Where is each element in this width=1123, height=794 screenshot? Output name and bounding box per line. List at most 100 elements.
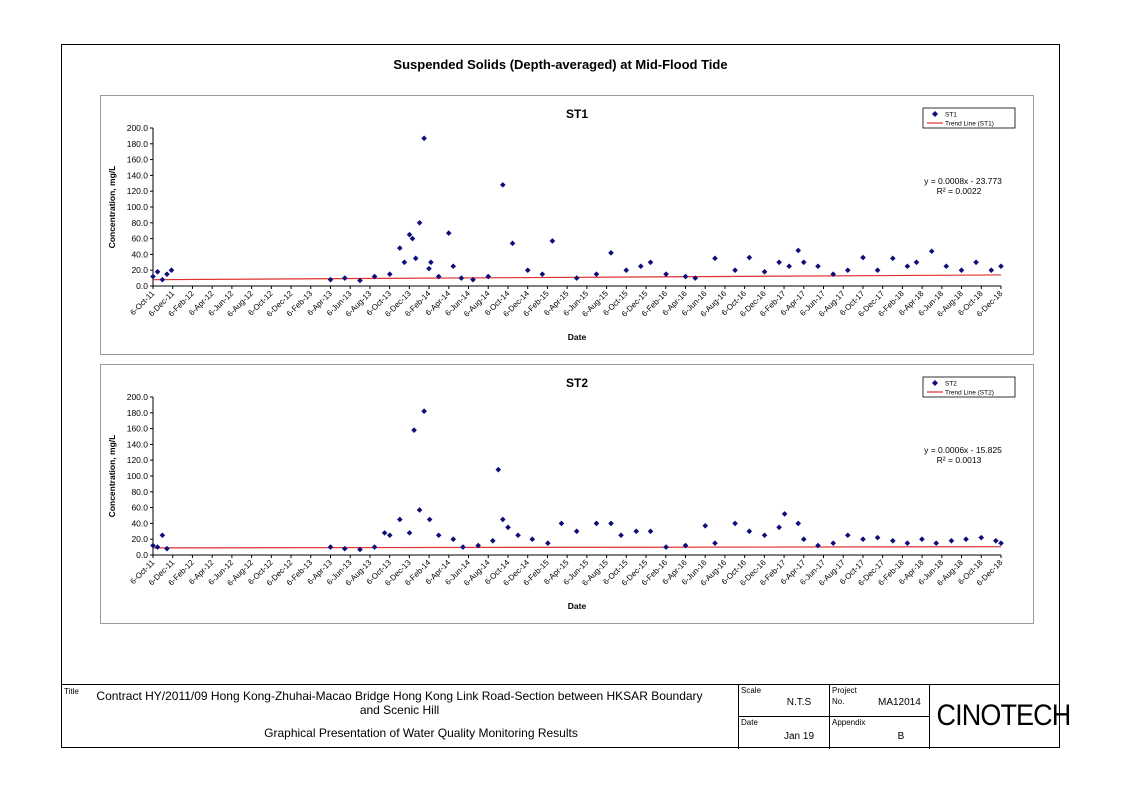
data-point <box>815 542 821 549</box>
data-point <box>371 273 378 280</box>
data-point <box>327 544 334 550</box>
data-point <box>573 275 580 281</box>
data-point <box>164 545 170 552</box>
data-point <box>341 545 348 552</box>
y-tick-label: 140.0 <box>127 170 149 180</box>
data-point <box>460 544 466 550</box>
data-point <box>558 520 565 527</box>
data-point <box>397 516 403 523</box>
y-axis-label: Concentration, mg/L <box>107 166 117 249</box>
data-point <box>164 271 170 277</box>
data-point <box>973 259 979 266</box>
y-tick-label: 120.0 <box>127 186 149 196</box>
data-point <box>505 524 511 531</box>
appendix-label: Appendix <box>832 718 866 727</box>
y-tick-label: 20.0 <box>131 534 148 544</box>
chart-title: ST2 <box>566 376 588 390</box>
appendix-value: B <box>897 731 905 742</box>
data-point <box>539 271 546 277</box>
data-point <box>489 537 496 544</box>
data-point <box>150 273 156 280</box>
data-point <box>647 259 654 266</box>
data-point <box>963 536 969 542</box>
appendix-cell: Appendix B <box>829 717 929 749</box>
data-point <box>904 540 911 546</box>
project-value: MA12014 <box>878 697 921 708</box>
data-point <box>381 530 388 536</box>
data-point <box>913 259 920 266</box>
logo-cell: CINOTECH <box>929 685 1072 749</box>
data-point <box>663 271 669 277</box>
y-tick-label: 80.0 <box>131 218 148 228</box>
contract-title-line2: and Scenic Hill <box>359 703 440 717</box>
project-label: Project <box>832 686 857 695</box>
data-point <box>401 259 408 266</box>
project-cell: Project No. MA12014 <box>829 685 929 717</box>
cinotech-logo: CINOTECH <box>936 699 1072 732</box>
contract-title-line1: Contract HY/2011/09 Hong Kong-Zhuhai-Mac… <box>96 689 703 703</box>
data-point <box>416 507 423 513</box>
y-tick-label: 100.0 <box>127 202 149 212</box>
data-point <box>815 263 821 270</box>
data-point <box>795 247 802 254</box>
data-point <box>998 263 1004 270</box>
data-point <box>874 267 881 273</box>
legend-label: Trend Line (ST2) <box>945 390 994 397</box>
date-cell: Date Jan 19 <box>738 717 829 749</box>
legend-box <box>922 107 1016 129</box>
data-point <box>524 267 531 273</box>
date-value: Jan 19 <box>783 731 815 742</box>
data-point <box>978 534 985 541</box>
data-point <box>732 520 738 527</box>
data-point <box>159 532 166 539</box>
data-point <box>874 534 881 541</box>
legend-box <box>922 376 1016 398</box>
data-point <box>412 255 419 262</box>
data-point <box>732 267 738 273</box>
data-point <box>786 263 792 270</box>
data-point <box>495 466 502 473</box>
data-point <box>663 544 669 550</box>
data-point <box>800 259 807 266</box>
y-tick-label: 20.0 <box>131 265 148 275</box>
y-tick-label: 160.0 <box>127 424 149 434</box>
data-point <box>545 540 551 546</box>
data-point <box>623 267 630 273</box>
data-point <box>761 532 768 539</box>
data-point <box>943 263 950 270</box>
y-tick-label: 80.0 <box>131 487 148 497</box>
chart-title: ST1 <box>566 107 588 121</box>
chart-st1: ST1 0.0 20.0 40.0 60.0 80.0 100.0 120.0 140.0 160… <box>107 107 1016 342</box>
y-tick-label: 140.0 <box>127 439 149 449</box>
data-point <box>919 536 925 542</box>
y-tick-label: 0.0 <box>136 281 148 291</box>
data-point <box>860 536 866 542</box>
y-tick-label: 40.0 <box>131 249 148 259</box>
data-point <box>409 235 416 242</box>
chart-panel-st2: ST2 0.0 20.0 40.0 60.0 80.0 100.0 120.0 140.0 160… <box>100 364 1034 624</box>
data-point <box>445 230 452 236</box>
data-point <box>416 220 423 226</box>
data-point <box>712 540 718 546</box>
data-point <box>998 540 1004 546</box>
data-point <box>746 254 753 261</box>
data-point <box>421 408 427 415</box>
data-point <box>485 273 492 280</box>
data-point <box>386 271 393 277</box>
equation-label: R² = 0.0013 <box>937 455 982 465</box>
data-point <box>515 532 521 539</box>
data-point <box>890 537 896 544</box>
data-point <box>159 276 166 283</box>
legend-label: ST1 <box>945 112 957 119</box>
scale-value: N.T.S <box>786 697 812 708</box>
y-axis-label: Concentration, mg/L <box>107 435 117 518</box>
y-tick-label: 200.0 <box>127 123 149 133</box>
y-tick-label: 180.0 <box>127 139 149 149</box>
data-point <box>860 254 866 261</box>
data-point <box>435 532 442 539</box>
legend-marker <box>932 380 938 386</box>
data-point <box>450 263 457 270</box>
data-point <box>844 267 851 273</box>
data-point <box>509 240 516 247</box>
data-point <box>702 522 709 529</box>
